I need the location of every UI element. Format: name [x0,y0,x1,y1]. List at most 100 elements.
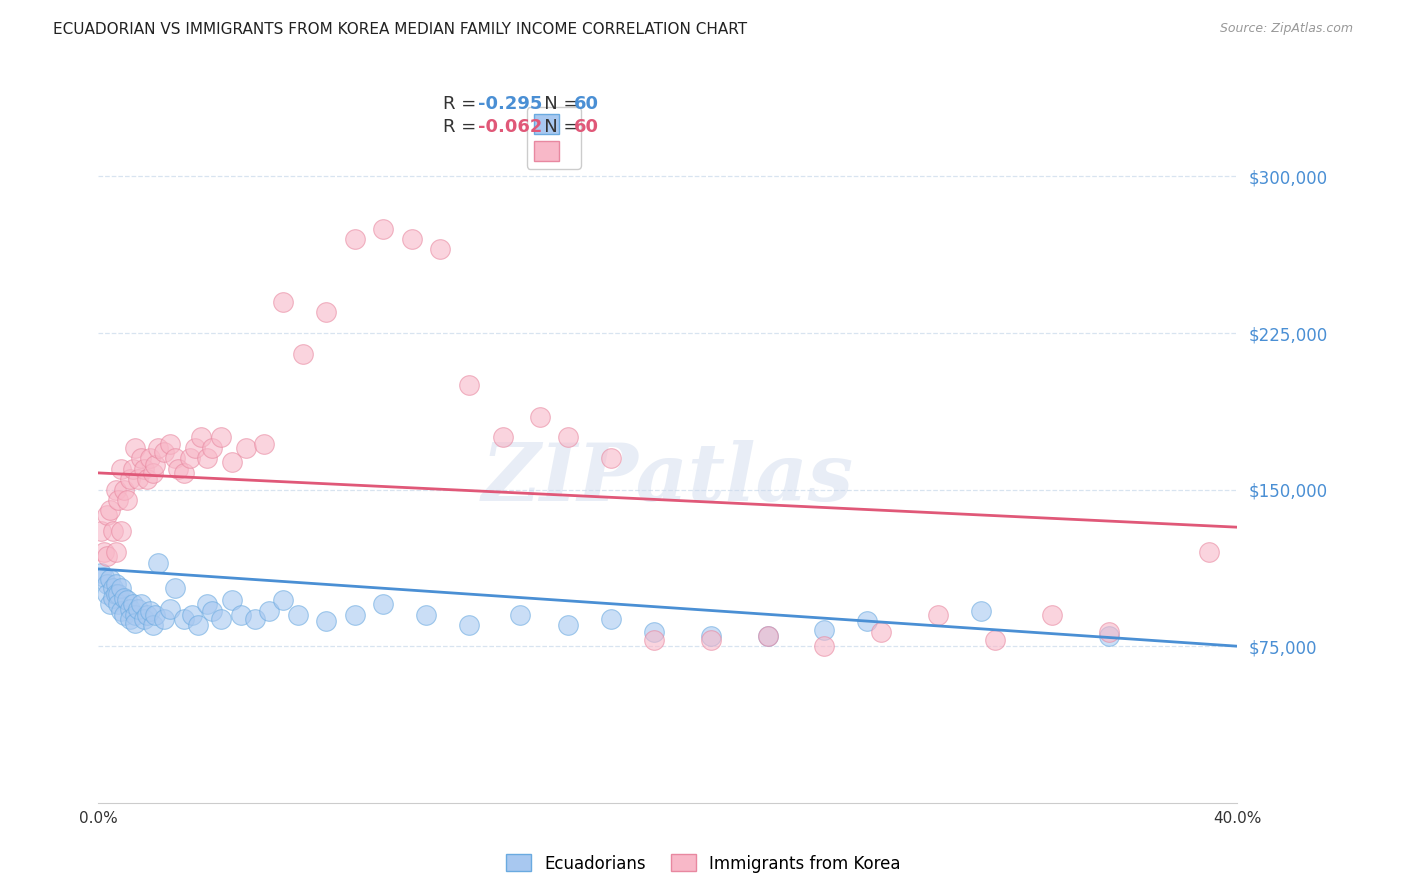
Point [699,632,721,647]
Point [104,545,127,559]
Point [165,581,187,595]
Point [643,624,665,639]
Point [600,612,623,626]
Point [970,604,993,618]
Point [209,612,232,626]
Point [135,607,157,622]
Point [509,607,531,622]
Point [195,451,218,466]
Point [259,604,281,618]
Point [813,623,835,637]
Point [201,604,224,618]
Point [90,566,112,581]
Point [429,243,451,257]
Point [273,593,295,607]
Point [107,493,129,508]
Point [557,430,579,444]
Point [343,232,366,246]
Point [121,461,143,475]
Text: ECUADORIAN VS IMMIGRANTS FROM KOREA MEDIAN FAMILY INCOME CORRELATION CHART: ECUADORIAN VS IMMIGRANTS FROM KOREA MEDI… [53,22,748,37]
Text: 60: 60 [574,95,599,113]
Point [287,607,309,622]
Point [118,612,141,626]
Point [96,508,118,522]
Point [118,472,141,486]
Point [98,598,121,612]
Point [132,461,155,475]
Point [96,549,118,564]
Point [984,632,1007,647]
Point [96,576,118,591]
Point [856,614,879,628]
Point [90,524,112,539]
Point [529,409,551,424]
Text: -0.295: -0.295 [478,95,543,113]
Point [141,618,163,632]
Point [93,570,115,584]
Text: Source: ZipAtlas.com: Source: ZipAtlas.com [1219,22,1353,36]
Point [643,632,665,647]
Text: ZIPatlas: ZIPatlas [482,440,853,517]
Point [181,607,204,622]
Point [415,607,437,622]
Point [98,503,121,517]
Point [292,347,315,361]
Point [165,451,187,466]
Point [138,451,160,466]
Point [252,436,274,450]
Point [159,436,181,450]
Point [127,601,149,615]
Point [129,598,152,612]
Point [187,618,209,632]
Point [221,455,243,469]
Point [110,604,132,618]
Point [138,604,160,618]
Point [110,461,132,475]
Point [124,441,146,455]
Point [112,607,135,622]
Point [315,305,337,319]
Point [145,607,167,622]
Point [1198,545,1220,559]
Point [492,430,515,444]
Point [153,445,176,459]
Point [173,612,195,626]
Point [209,430,232,444]
Point [104,483,127,497]
Point [1098,629,1121,643]
Text: 60: 60 [574,118,599,136]
Point [273,294,295,309]
Point [173,466,195,480]
Point [112,591,135,606]
Text: -0.062: -0.062 [478,118,543,136]
Point [101,591,124,606]
Point [557,618,579,632]
Point [124,607,146,622]
Point [457,378,479,392]
Point [110,524,132,539]
Legend: Ecuadorians, Immigrants from Korea: Ecuadorians, Immigrants from Korea [499,847,907,880]
Point [600,451,623,466]
Point [179,451,201,466]
Point [195,598,218,612]
Text: R =: R = [443,118,482,136]
Point [115,493,138,508]
Point [107,598,129,612]
Point [101,581,124,595]
Point [813,639,835,653]
Text: R =: R = [443,95,482,113]
Point [401,232,423,246]
Point [184,441,207,455]
Legend: , : , [527,107,581,169]
Point [343,607,366,622]
Point [699,629,721,643]
Point [167,461,190,475]
Point [159,601,181,615]
Point [1040,607,1063,622]
Point [129,451,152,466]
Point [104,587,127,601]
Text: N =: N = [527,95,585,113]
Point [927,607,949,622]
Point [104,576,127,591]
Point [96,587,118,601]
